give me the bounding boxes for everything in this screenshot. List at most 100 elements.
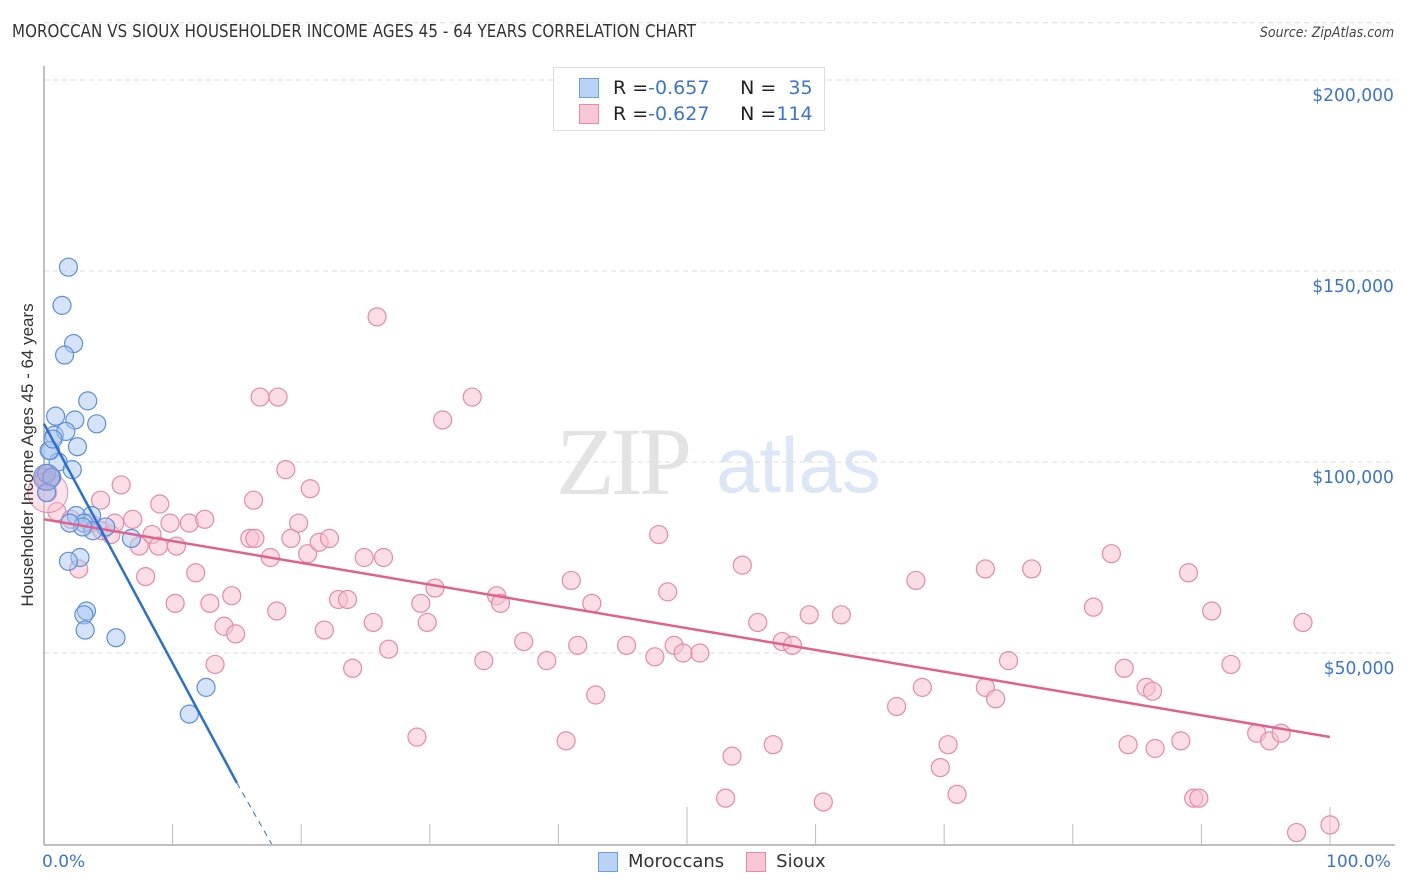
sioux-point xyxy=(1101,544,1121,564)
sioux-point xyxy=(1022,559,1042,579)
sioux-point xyxy=(975,559,995,579)
sioux-point xyxy=(1293,612,1313,633)
sioux-point xyxy=(649,524,669,545)
sioux-point xyxy=(276,460,296,480)
moroccan-point xyxy=(106,628,126,648)
moroccan-point-large xyxy=(33,463,61,491)
sioux-point xyxy=(568,635,588,655)
moroccan-point xyxy=(52,295,72,315)
sioux-point xyxy=(354,547,374,568)
legend-item-sioux[interactable]: Sioux xyxy=(746,851,826,872)
sioux-point xyxy=(582,593,602,613)
sioux-point xyxy=(281,528,301,549)
moroccan-trend-extension xyxy=(236,782,273,845)
legend-label: Moroccans xyxy=(628,851,725,872)
sioux-point xyxy=(1178,563,1199,583)
sioux-point xyxy=(195,509,215,529)
moroccans-swatch xyxy=(598,851,618,872)
sioux-point xyxy=(222,586,242,606)
sioux-point xyxy=(474,651,494,671)
sioux-point xyxy=(912,677,932,697)
r-value: -0.657 xyxy=(648,77,710,99)
sioux-point xyxy=(373,547,394,568)
y-tick-150000: $150,000 xyxy=(1312,276,1394,297)
sioux-point xyxy=(123,509,143,529)
n-value: 114 xyxy=(776,103,813,125)
moroccan-point xyxy=(196,677,216,697)
moroccan-point xyxy=(58,257,79,277)
sioux-point xyxy=(244,490,264,510)
sioux-point xyxy=(490,593,511,613)
sioux-point xyxy=(1320,815,1340,835)
sioux-point xyxy=(165,593,185,613)
sioux-point xyxy=(411,593,431,613)
sioux-point xyxy=(715,788,736,808)
sioux-point xyxy=(363,612,383,633)
r-label: R = xyxy=(613,103,649,125)
sioux-point xyxy=(1221,654,1241,675)
x-tick-max: 100.0% xyxy=(1326,852,1391,872)
sioux-point xyxy=(1189,788,1209,808)
sioux-point xyxy=(462,387,482,407)
correlation-legend: R = -0.657 N = 35 R = -0.627 N = 114 xyxy=(553,67,825,131)
moroccans-swatch xyxy=(579,78,599,98)
sioux-point xyxy=(314,620,334,640)
sioux-point xyxy=(343,658,363,678)
moroccan-point xyxy=(179,704,199,724)
x-tick-min: 0.0% xyxy=(42,852,86,872)
sioux-point xyxy=(226,624,246,644)
moroccan-point xyxy=(87,414,107,434)
sioux-point xyxy=(1118,735,1138,755)
sioux-point xyxy=(367,307,387,327)
sioux-point xyxy=(250,387,270,407)
legend-label: Sioux xyxy=(776,851,826,872)
y-tick-200000: $200,000 xyxy=(1312,85,1394,106)
sioux-point xyxy=(561,570,581,591)
sioux-swatch xyxy=(579,104,599,124)
y-axis-label: Householder Income Ages 45 - 64 years xyxy=(18,303,37,607)
sioux-point xyxy=(732,555,752,575)
sioux-point xyxy=(813,792,833,812)
sioux-point xyxy=(930,757,950,778)
n-label: N = xyxy=(740,103,777,125)
sioux-point xyxy=(417,612,437,633)
watermark-atlas: atlas xyxy=(716,421,881,509)
sioux-point xyxy=(379,639,399,659)
sioux-point xyxy=(673,643,693,663)
legend-row-moroccans: R = -0.657 N = 35 xyxy=(579,76,813,100)
sioux-point xyxy=(1145,738,1165,759)
sioux-point xyxy=(205,654,225,675)
sioux-point xyxy=(200,593,220,613)
sioux-point xyxy=(938,735,958,755)
legend-item-moroccans[interactable]: Moroccans xyxy=(598,851,724,872)
sioux-point xyxy=(887,696,907,717)
sioux-point xyxy=(799,605,819,625)
sioux-point xyxy=(658,582,678,602)
sioux-trend-line xyxy=(43,518,1331,739)
sioux-point xyxy=(268,387,288,407)
moroccan-trend-line xyxy=(42,423,239,784)
sioux-point xyxy=(135,566,156,587)
sioux-point xyxy=(433,410,453,430)
sioux-point xyxy=(986,689,1006,709)
sioux-point xyxy=(150,494,170,514)
sioux-point xyxy=(616,635,637,655)
source-label: Source: ZipAtlas.com xyxy=(1259,25,1394,41)
sioux-point xyxy=(111,475,131,495)
sioux-point xyxy=(586,685,606,705)
sioux-point xyxy=(407,727,427,747)
sioux-point xyxy=(906,570,926,591)
sioux-point xyxy=(1171,731,1191,751)
sioux-point xyxy=(337,589,358,610)
moroccan-point xyxy=(54,345,75,365)
moroccan-point xyxy=(45,406,66,426)
sioux-point xyxy=(1142,681,1163,701)
sioux-point xyxy=(90,490,111,510)
sioux-point xyxy=(160,513,180,533)
sioux-point xyxy=(763,735,783,755)
sioux-point xyxy=(645,647,665,667)
sioux-point xyxy=(998,651,1019,671)
sioux-point xyxy=(947,784,967,804)
sioux-point xyxy=(267,601,287,621)
sioux-point xyxy=(690,643,710,663)
